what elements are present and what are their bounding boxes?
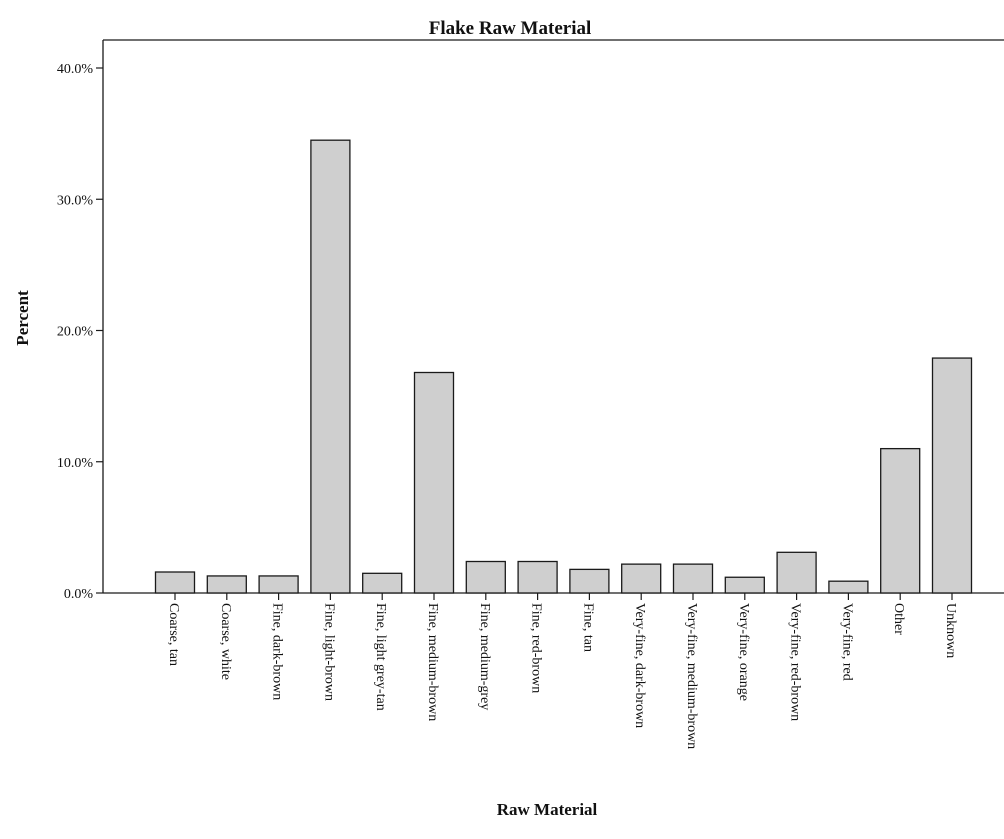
bar (258, 575, 299, 594)
y-axis-title: Percent (13, 290, 32, 346)
x-tick-label: Other (891, 603, 906, 635)
chart-title: Flake Raw Material (429, 18, 592, 39)
bar (724, 576, 765, 594)
x-axis-tick-labels: Coarse, tan Coarse, white Fine, dark-brown… (166, 603, 958, 749)
x-tick-label: Fine, tan (580, 603, 595, 652)
x-tick-label: Very-fine, red (839, 603, 854, 681)
x-tick-label: Very-fine, medium-brown (684, 603, 699, 749)
bar (569, 568, 610, 594)
x-axis-title: Raw Material (497, 800, 598, 819)
x-tick-label: Fine, red-brown (529, 603, 544, 693)
bar (672, 563, 714, 594)
bar (310, 139, 351, 594)
bar (206, 575, 247, 594)
x-tick-label: Very-fine, red-brown (788, 603, 803, 721)
x-tick-label: Fine, medium-brown (425, 603, 440, 721)
bars (154, 139, 973, 594)
x-tick-label: Fine, dark-brown (270, 603, 285, 700)
x-tick-label: Fine, light-brown (321, 603, 336, 701)
bar (880, 447, 921, 594)
x-tick-label: Fine, medium-grey (477, 603, 492, 710)
y-axis-ticks: 0.0% 10.0% 20.0% 30.0% 40.0% (57, 62, 103, 602)
bar (154, 571, 196, 594)
y-tick-label: 0.0% (64, 587, 94, 602)
x-tick-label: Fine, light grey-tan (373, 603, 388, 711)
x-axis-ticks (174, 593, 953, 600)
x-tick-label: Very-fine, orange (736, 603, 751, 701)
bar (413, 371, 455, 594)
x-tick-label: Unknown (943, 603, 958, 658)
plot-area (102, 39, 1004, 594)
y-tick-label: 10.0% (57, 456, 94, 471)
bar (621, 563, 662, 594)
bar (517, 560, 558, 594)
y-tick-label: 30.0% (57, 193, 94, 208)
bar (465, 560, 506, 594)
x-tick-label: Very-fine, dark-brown (632, 603, 647, 728)
bar (362, 572, 403, 594)
y-tick-label: 20.0% (57, 325, 94, 340)
x-tick-label: Coarse, white (218, 603, 233, 680)
bar (776, 551, 817, 594)
bar (931, 357, 973, 594)
x-tick-label: Coarse, tan (166, 603, 181, 666)
y-tick-label: 40.0% (57, 62, 94, 77)
bar (828, 580, 869, 594)
